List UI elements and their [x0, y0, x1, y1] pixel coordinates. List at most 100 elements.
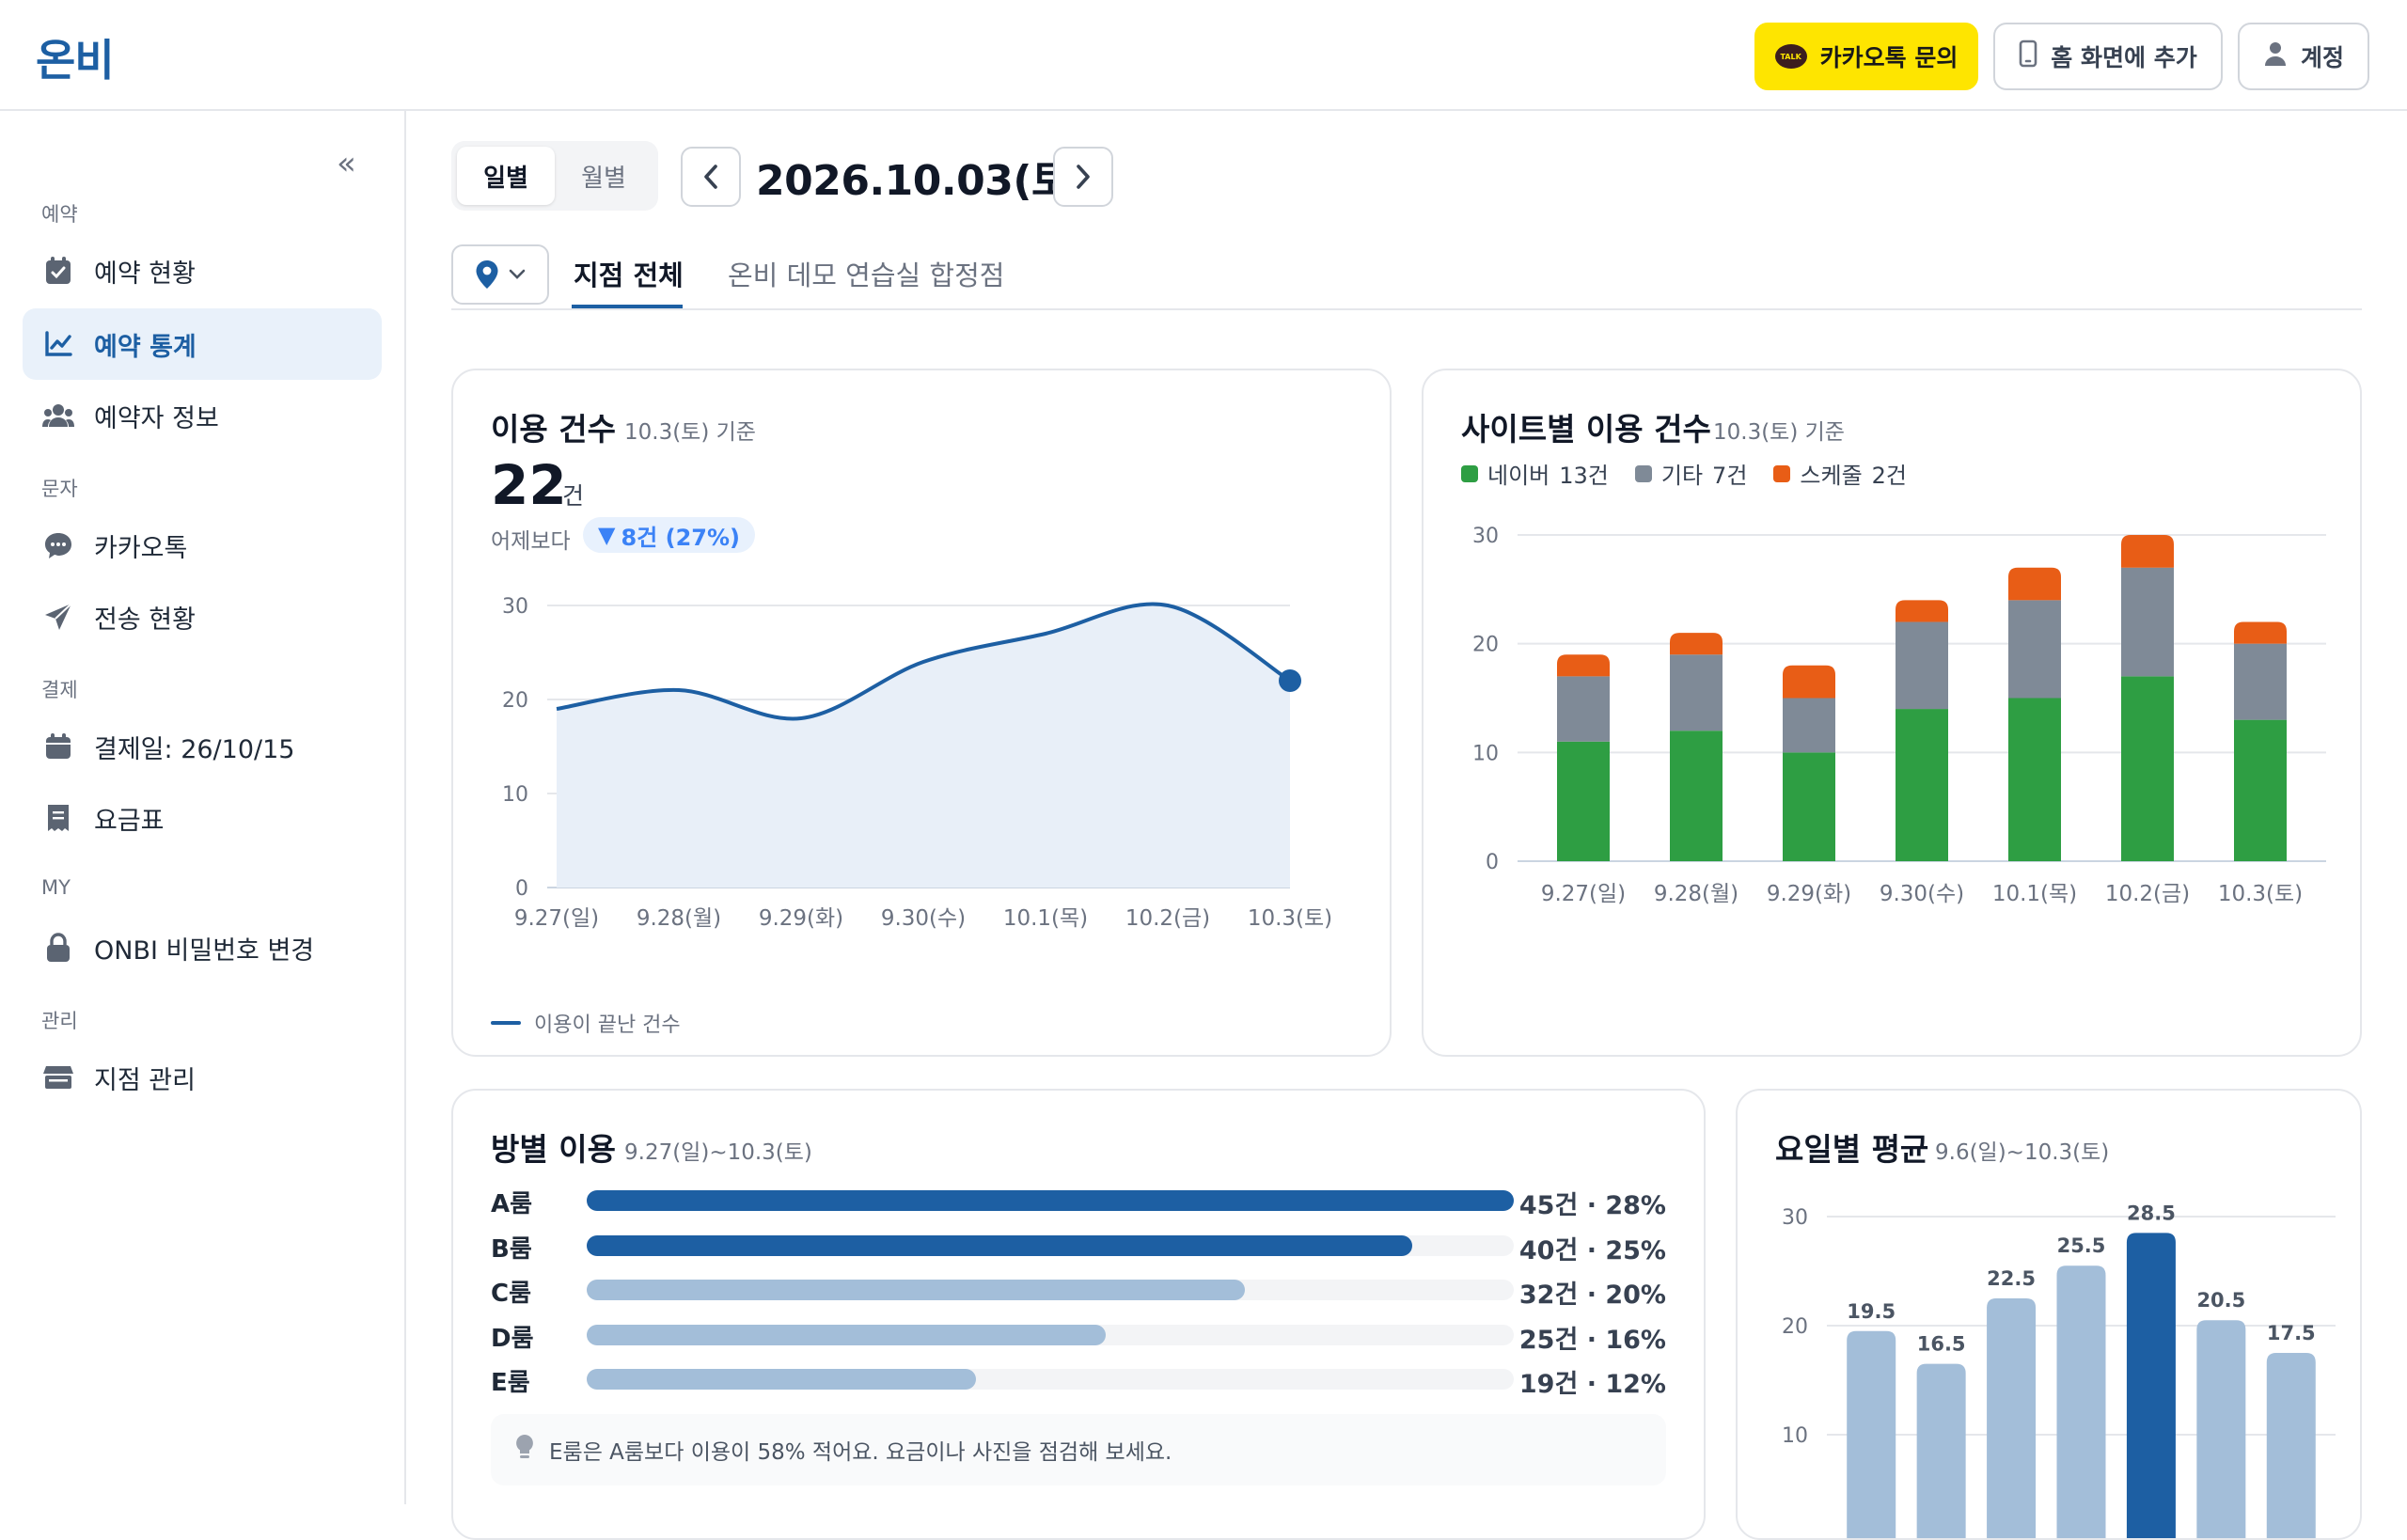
sidebar: « 예약 예약 현황 예약 통계 예약자 정보 문자 카카오톡 전송 현황 결제: [0, 111, 406, 1504]
chevron-left-icon: [704, 165, 717, 189]
weekday-bar: [2196, 1320, 2246, 1538]
send-icon: [41, 600, 75, 634]
room-value: 40건 · 25%: [1518, 1235, 1666, 1265]
location-pin-icon: [476, 260, 498, 289]
room-value: 19건 · 12%: [1518, 1370, 1666, 1399]
branch-location-dropdown[interactable]: [451, 244, 549, 305]
sidebar-item-reservation-stats[interactable]: 예약 통계: [23, 308, 382, 380]
period-toggle: 일별 월별: [451, 141, 658, 211]
room-row: B룸 40건 · 25%: [491, 1232, 1666, 1265]
tab-branch-hapjeong[interactable]: 온비 데모 연습실 합정점: [728, 259, 1005, 291]
bar-segment: [1670, 731, 1723, 861]
weekday-bar: [1916, 1363, 1966, 1538]
sidebar-item-label: 예약자 정보: [94, 403, 219, 433]
kakao-inquiry-button[interactable]: TALK 카카오톡 문의: [1754, 23, 1978, 90]
bar-segment: [1896, 621, 1948, 710]
card-title: 이용 건수: [491, 411, 616, 448]
y-tick-label: 10: [502, 783, 528, 807]
receipt-icon: [41, 801, 75, 835]
bar-segment: [2008, 567, 2061, 601]
prev-date-button[interactable]: [681, 147, 741, 207]
tab-divider: [451, 308, 2362, 310]
store-icon: [41, 1061, 75, 1094]
weekday-bar-chart: 10 20 30 19.5 16.5 22.5 25.5 28.5 20.5 17.5: [1782, 1202, 2336, 1538]
app-logo[interactable]: 온비: [36, 35, 115, 86]
site-legend: 네이버 13건 기타 7건 스케줄 2건: [1461, 457, 1907, 490]
bar-value-label: 20.5: [2196, 1289, 2245, 1312]
area-fill: [557, 604, 1290, 888]
x-tick-label: 10.3(토): [2218, 882, 2303, 906]
x-tick-label: 10.3(토): [1248, 906, 1332, 931]
y-tick-label: 30: [1472, 525, 1499, 548]
kakao-talk-icon: TALK: [1774, 44, 1807, 69]
bar-value-label: 25.5: [2057, 1234, 2106, 1257]
account-button[interactable]: 계정: [2238, 23, 2369, 90]
sidebar-item-label: 예약 현황: [94, 259, 196, 289]
bar-value-label: 17.5: [2267, 1322, 2316, 1344]
room-row: A룸 45건 · 28%: [491, 1186, 1666, 1220]
legend-swatch: [1461, 464, 1478, 482]
x-tick-label: 10.2(금): [2105, 882, 2190, 906]
tab-daily[interactable]: 일별: [457, 147, 555, 205]
sidebar-item-change-password[interactable]: ONBI 비밀번호 변경: [23, 912, 382, 983]
sidebar-item-kakaotalk[interactable]: 카카오톡: [23, 510, 382, 581]
card-title: 사이트별 이용 건수: [1461, 411, 1711, 448]
section-label-message: 문자: [41, 478, 78, 500]
kakao-inquiry-label: 카카오톡 문의: [1819, 44, 1959, 71]
room-value: 32건 · 20%: [1518, 1281, 1666, 1310]
room-name: A룸: [491, 1190, 533, 1218]
legend-label: 이용이 끝난 건수: [534, 1014, 681, 1037]
site-stacked-bar-chart: 0 10 20 30 9.27(일) 9.28(월) 9.29(화) 9.30(수) 10.1(…: [1472, 525, 2326, 906]
bar-segment: [2234, 621, 2287, 644]
bar-segment: [1557, 676, 1610, 742]
x-tick-label: 9.30(수): [1880, 882, 1964, 906]
bar-segment: [1896, 709, 1948, 861]
sidebar-item-branch-manage[interactable]: 지점 관리: [23, 1042, 382, 1113]
x-tick-label: 9.27(일): [514, 906, 599, 931]
collapse-sidebar-icon[interactable]: «: [337, 145, 356, 182]
x-tick-label: 10.2(금): [1125, 906, 1210, 931]
tip-text: E룸은 A룸보다 이용이 58% 적어요. 요금이나 사진을 점검해 보세요.: [549, 1440, 1172, 1465]
user-icon: [2263, 40, 2288, 72]
weekday-bar: [1987, 1298, 2037, 1538]
sidebar-item-label: 지점 관리: [94, 1065, 196, 1095]
series-line: [556, 602, 1292, 721]
chart-line-icon: [41, 327, 75, 361]
compare-label: 어제보다: [491, 529, 571, 554]
y-tick-label: 20: [1472, 634, 1499, 657]
section-label-manage: 관리: [41, 1010, 78, 1032]
room-bar-fill: [587, 1369, 977, 1390]
bar-segment: [1670, 654, 1723, 731]
current-date: 2026.10.03(토): [756, 157, 1088, 205]
sidebar-item-send-status[interactable]: 전송 현황: [23, 581, 382, 652]
calendar-check-icon: [41, 254, 75, 288]
lock-icon: [41, 931, 75, 965]
sidebar-item-customer-info[interactable]: 예약자 정보: [23, 380, 382, 451]
bar-segment: [2121, 676, 2174, 861]
delta-value: 8건 (27%): [621, 524, 740, 551]
sidebar-item-reservation-status[interactable]: 예약 현황: [23, 235, 382, 306]
usage-count-value: 22: [491, 453, 567, 517]
sidebar-item-price-table[interactable]: 요금표: [23, 782, 382, 854]
bar-segment: [1783, 665, 1835, 699]
weekday-bar: [2126, 1233, 2176, 1538]
room-bar-fill: [587, 1324, 1107, 1345]
tab-all-branches[interactable]: 지점 전체: [574, 259, 684, 291]
room-value: 25건 · 16%: [1518, 1325, 1666, 1355]
bar-segment: [1783, 698, 1835, 753]
legend-item-schedule: 스케줄 2건: [1773, 457, 1907, 490]
bar-value-label: 19.5: [1847, 1300, 1896, 1323]
calendar-icon: [41, 730, 75, 763]
sidebar-item-label: 예약 통계: [94, 332, 197, 362]
next-date-button[interactable]: [1053, 147, 1113, 207]
section-label-my: MY: [41, 876, 71, 899]
bar-segment: [1557, 654, 1610, 677]
room-row: E룸 19건 · 12%: [491, 1365, 1666, 1399]
tab-monthly[interactable]: 월별: [581, 164, 626, 193]
sidebar-item-payment-date[interactable]: 결제일: 26/10/15: [23, 711, 382, 782]
weekday-bar: [2056, 1265, 2106, 1538]
legend-swatch: [1773, 464, 1791, 482]
x-tick-label: 9.28(월): [1654, 882, 1738, 906]
legend-line-swatch: [491, 1021, 521, 1025]
add-to-home-button[interactable]: 홈 화면에 추가: [1993, 23, 2223, 90]
